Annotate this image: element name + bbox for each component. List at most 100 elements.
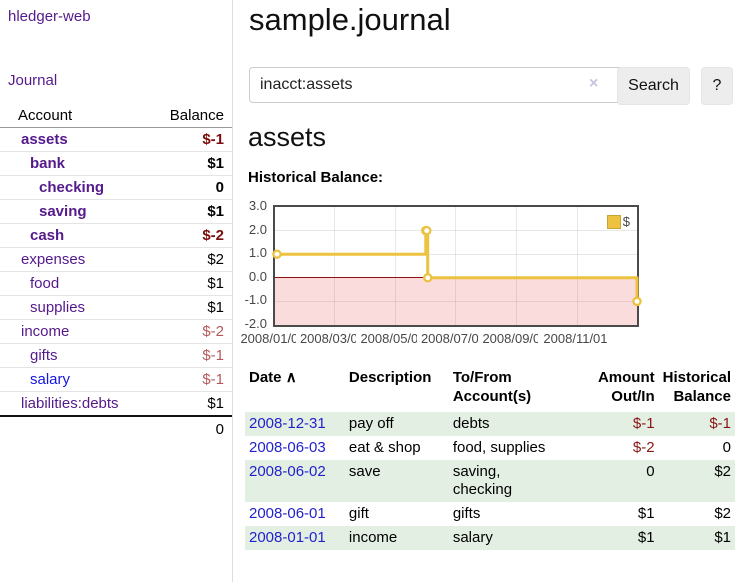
transaction-balance: $2: [658, 460, 735, 502]
x-axis-tick-label: 2008/01/01: [236, 332, 310, 346]
account-row-income: income $-2: [0, 320, 232, 344]
transaction-amount: $1: [582, 526, 659, 550]
account-balance: $-1: [202, 371, 224, 388]
transaction-row: 2008-06-03 eat & shop food, supplies $-2…: [245, 436, 735, 460]
transaction-date-link[interactable]: 2008-06-02: [249, 463, 326, 480]
account-column-header: Account: [18, 107, 73, 124]
sidebar: hledger-web Journal Account Balance asse…: [0, 0, 233, 582]
series-swatch-icon: [606, 214, 621, 229]
column-header-accounts: To/From Account(s): [452, 369, 532, 405]
account-link-checking[interactable]: checking: [39, 179, 105, 196]
main-content: sample.journal × Search ? assets Histori…: [233, 0, 742, 582]
transaction-balance: $-1: [658, 412, 735, 436]
transaction-accounts: gifts: [452, 505, 481, 522]
account-link-salary[interactable]: salary: [30, 371, 71, 388]
data-point-marker: [632, 296, 642, 307]
transaction-balance: 0: [722, 439, 731, 456]
transaction-accounts: debts: [452, 415, 490, 432]
account-balance: $-1: [202, 131, 224, 148]
account-link-assets[interactable]: assets: [21, 131, 68, 148]
transaction-accounts: salary: [452, 529, 493, 546]
series-legend-label: $: [622, 214, 630, 229]
account-link-cash[interactable]: cash: [30, 227, 65, 244]
page-title: sample.journal: [249, 2, 451, 37]
accounts-total-value: 0: [215, 420, 224, 438]
account-link-expenses[interactable]: expenses: [21, 251, 86, 268]
transaction-row: 2008-12-31 pay off debts $-1 $-1: [245, 412, 735, 436]
column-header-date[interactable]: Date ∧: [249, 369, 297, 386]
sidebar-item-journal[interactable]: Journal: [8, 72, 58, 89]
account-balance: $-2: [202, 323, 224, 340]
account-balance: $-2: [202, 227, 224, 244]
clear-search-icon[interactable]: ×: [589, 75, 599, 92]
transaction-amount: $-2: [632, 439, 655, 456]
y-axis-tick-label: -1.0: [244, 292, 267, 308]
x-axis-tick-label: 2008/11/01: [538, 332, 613, 346]
transaction-description: save: [344, 460, 449, 502]
transaction-date-link[interactable]: 2008-06-03: [249, 439, 326, 456]
register-table: Date ∧ Description To/From Account(s) Am…: [245, 364, 735, 550]
column-header-description: Description: [348, 369, 432, 386]
y-axis-tick-label: 3.0: [248, 198, 267, 213]
search-button[interactable]: Search: [617, 67, 690, 105]
account-row-liabilities-debts: liabilities:debts $1: [0, 392, 232, 415]
transaction-amount: 0: [582, 460, 659, 502]
search-form: × Search ?: [249, 67, 742, 105]
account-balance: $-1: [202, 347, 224, 364]
help-button[interactable]: ?: [701, 67, 733, 105]
accounts-total-row: 0: [0, 415, 232, 441]
balance-column-header: Balance: [169, 107, 224, 124]
x-axis-tick-label: 2008/07/01: [416, 332, 491, 346]
column-header-amount: Amount Out/In: [597, 369, 655, 405]
account-row-food: food $1: [0, 272, 232, 296]
transaction-balance: $2: [714, 505, 731, 522]
transaction-accounts: food, supplies: [452, 439, 546, 456]
account-row-expenses: expenses $2: [0, 248, 232, 272]
data-point-marker: [272, 249, 282, 259]
account-row-assets: assets $-1: [0, 128, 232, 152]
data-point-marker: [422, 273, 433, 283]
transaction-description: gift: [348, 505, 369, 522]
x-axis-tick-label: 2008/05/01: [356, 332, 430, 346]
account-balance: $1: [207, 275, 224, 292]
accounts-header-row: Account Balance: [0, 104, 232, 128]
account-heading: assets: [248, 122, 327, 152]
account-balance: 0: [215, 179, 224, 196]
account-balance: $1: [207, 299, 224, 316]
transaction-date-link[interactable]: 2008-06-01: [249, 505, 326, 522]
transaction-description: income: [344, 526, 449, 550]
transaction-row: 2008-06-02 save saving, checking 0 $2: [245, 460, 735, 502]
chart-legend: $: [604, 213, 632, 230]
transaction-description: pay off: [344, 412, 449, 436]
account-row-supplies: supplies $1: [0, 296, 232, 320]
account-row-checking: checking 0: [0, 176, 232, 200]
transaction-amount: $1: [637, 505, 655, 522]
accounts-tree: Account Balance assets $-1 bank $1 check…: [0, 104, 232, 441]
app-brand-link[interactable]: hledger-web: [8, 8, 91, 25]
account-balance: $1: [207, 395, 224, 412]
account-link-food[interactable]: food: [30, 275, 60, 292]
x-axis-tick-label: 2008/03/01: [295, 332, 370, 346]
account-row-bank: bank $1: [0, 152, 232, 176]
account-link-liabilities-debts[interactable]: liabilities:debts: [21, 395, 119, 412]
transaction-date-link[interactable]: 2008-12-31: [249, 415, 326, 432]
account-link-saving[interactable]: saving: [39, 203, 87, 220]
transaction-accounts: saving, checking: [452, 463, 513, 498]
transaction-amount: $-1: [582, 412, 659, 436]
search-input[interactable]: [249, 67, 641, 103]
account-link-income[interactable]: income: [21, 323, 70, 340]
transaction-date-link[interactable]: 2008-01-01: [249, 529, 326, 546]
series-line: [272, 225, 642, 307]
transaction-row: 2008-06-01 gift gifts $1 $2: [245, 502, 735, 526]
account-balance: $1: [207, 155, 224, 172]
account-link-bank[interactable]: bank: [30, 155, 66, 172]
account-row-cash: cash $-2: [0, 224, 232, 248]
account-link-gifts[interactable]: gifts: [30, 347, 58, 364]
transaction-description: eat & shop: [348, 439, 421, 456]
sort-ascending-icon: ∧: [285, 369, 297, 386]
y-axis-tick-label: 2.0: [248, 221, 267, 237]
data-point-marker: [421, 225, 432, 236]
account-link-supplies[interactable]: supplies: [30, 299, 86, 316]
chart-plot: $: [272, 205, 642, 327]
